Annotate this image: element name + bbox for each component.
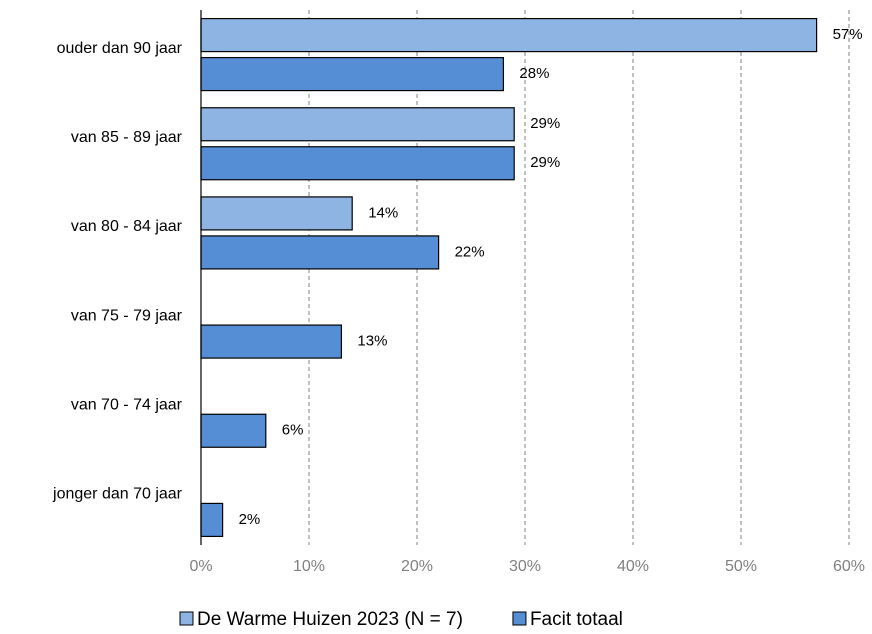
bar xyxy=(200,413,267,448)
y-tick-label: van 85 - 89 jaar xyxy=(71,129,183,146)
bar xyxy=(200,324,342,359)
data-label: 29% xyxy=(530,154,560,171)
data-label: 2% xyxy=(239,511,261,528)
x-tick-label: 10% xyxy=(293,558,325,575)
x-tick-label: 50% xyxy=(725,558,757,575)
bar xyxy=(200,502,224,538)
data-label: 13% xyxy=(357,333,387,350)
data-label: 29% xyxy=(530,115,560,132)
x-tick-label: 30% xyxy=(509,558,541,575)
data-label: 57% xyxy=(833,26,863,43)
legend-label: Facit totaal xyxy=(530,609,623,630)
x-tick-label: 40% xyxy=(617,558,649,575)
bar xyxy=(200,146,515,181)
legend-swatch xyxy=(512,611,527,626)
data-label: 6% xyxy=(282,422,304,439)
data-label: 22% xyxy=(455,243,485,260)
legend-swatch xyxy=(179,611,194,626)
bar xyxy=(200,17,818,53)
x-tick-label: 60% xyxy=(833,558,865,575)
y-tick-label: ouder dan 90 jaar xyxy=(57,40,183,57)
data-label: 28% xyxy=(519,65,549,82)
y-tick-label: van 70 - 74 jaar xyxy=(71,396,183,413)
legend-label: De Warme Huizen 2023 (N = 7) xyxy=(197,609,463,630)
y-tick-label: van 80 - 84 jaar xyxy=(71,218,183,235)
data-label: 14% xyxy=(368,204,398,221)
bar xyxy=(200,235,440,270)
bar xyxy=(200,56,504,92)
y-tick-label: van 75 - 79 jaar xyxy=(71,307,183,324)
bar xyxy=(200,107,515,142)
bar xyxy=(200,196,353,231)
x-tick-label: 0% xyxy=(189,558,212,575)
y-tick-label: jonger dan 70 jaar xyxy=(52,486,183,503)
x-tick-label: 20% xyxy=(401,558,433,575)
